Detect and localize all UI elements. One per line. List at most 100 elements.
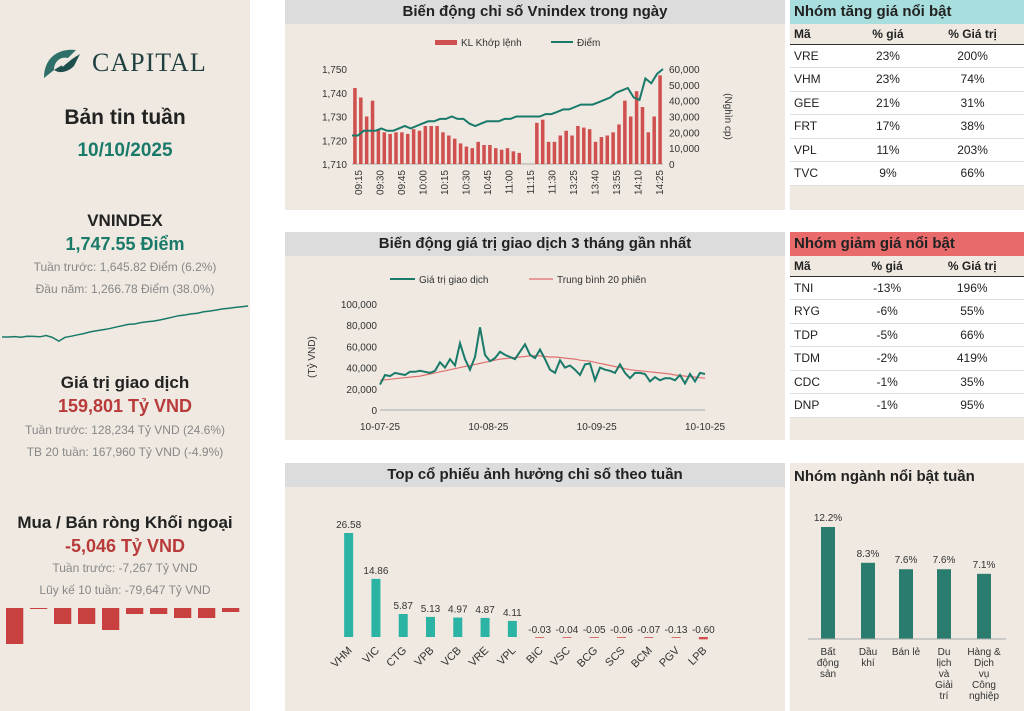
impact-category-label: PGV [657,644,682,669]
vnindex-label: VNINDEX [87,211,163,230]
impact-chart: 26.58 VHM 14.86 VIC 5.87 CTG 5.13 VPB 4.97 VCB 4.8… [329,520,715,671]
trading-chart-title: Biến động giá trị giao dịch 3 tháng gần … [285,232,785,256]
y-right-tick: 30,000 [669,113,700,124]
sectors-title: Nhóm ngành nổi bật tuần [790,463,1024,487]
table-row: GEE 21% 31% [790,91,1024,115]
y-tick: 20,000 [346,385,377,396]
volume-bar [411,129,416,164]
volume-bar [435,126,439,164]
volume-bar [535,122,539,164]
y-right-tick: 50,000 [669,81,700,92]
brand-logo: CAPITAL [40,44,207,82]
impact-value-label: -0.07 [637,625,660,636]
impact-bar [671,637,681,638]
volume-bar [628,116,633,164]
y-tick: 40,000 [346,364,377,375]
y-left-tick: 1,730 [322,113,347,124]
volume-bar [599,137,604,164]
foreign-bar [30,608,48,609]
table-row: TDM -2% 419% [790,346,1024,371]
table-cell: 9% [854,161,922,186]
legend-label-points: Điểm [577,37,600,49]
volume-bar [488,145,492,164]
volume-bar [458,143,463,164]
table-cell: 55% [920,299,1024,324]
table-cell: 66% [921,161,1024,186]
logo-icon [44,47,85,78]
sector-bar [821,527,835,639]
impact-bar [371,578,381,637]
foreign-bar [6,608,24,644]
table-cell: 31% [921,91,1024,115]
x-tick: 10:15 [440,170,451,195]
impact-chart-panel: Top cổ phiếu ảnh hưởng chỉ số theo tuần … [285,463,785,711]
x-tick: 09:45 [397,170,408,195]
volume-bar [394,132,398,164]
trading-value: 159,801 Tỷ VND [57,396,193,416]
volume-bar [376,129,381,164]
vnindex-value: 1,747.55 Điểm [65,234,185,254]
y-left-tick: 1,740 [322,89,347,100]
y-right-tick: 40,000 [669,97,700,108]
impact-category-label: VPL [495,645,518,668]
volume-bar [353,88,357,164]
volume-bar [470,148,475,164]
volume-bar [494,148,498,164]
volume-bar [658,75,662,164]
sectors-panel: Nhóm ngành nổi bật tuần 12.2% Bất động sản 8… [790,463,1024,711]
foreign-bar [150,608,168,614]
table-row: VRE 23% 200% [790,44,1024,68]
foreign-cum10: Lũy kế 10 tuần: -79,647 Tỷ VND [39,583,211,597]
impact-value-label: 4.87 [475,605,495,616]
x-tick: 10:00 [419,170,430,195]
table-cell: -6% [853,299,921,324]
volume-bar [576,126,580,164]
x-tick: 10-07-25 [360,422,400,433]
volume-bar [605,135,610,164]
impact-category-label: VHM [329,645,355,671]
impact-category-label: VSC [549,645,574,670]
x-tick: 11:15 [526,170,537,195]
volume-bar [617,124,621,164]
volume-bar [646,132,651,164]
col-header: % Giá trị [921,24,1024,45]
y-left-tick: 1,750 [322,65,347,76]
volume-bar [587,129,592,164]
foreign-bar [126,608,144,614]
volume-bar [611,132,615,164]
sector-category-label: Du [938,647,951,658]
table-cell: CDC [790,370,854,394]
impact-category-label: VRE [467,645,491,669]
table-cell: 23% [854,67,922,92]
x-tick: 13:25 [569,170,580,195]
foreign-bar [174,608,192,618]
y-right-tick: 20,000 [669,128,700,139]
impact-value-label: 4.11 [503,608,522,619]
foreign-label: Mua / Bán ròng Khối ngoại [17,513,233,532]
foreign-bar [78,608,96,624]
table-cell: -2% [853,346,921,371]
table-cell: 419% [920,346,1024,371]
table-row: TVC 9% 66% [790,161,1024,186]
foreign-value: -5,046 Tỷ VND [64,536,186,556]
table-row: TDP -5% 66% [790,323,1024,347]
x-tick: 11:30 [548,170,559,195]
x-tick: 10-10-25 [685,422,725,433]
foreign-bar [198,608,216,618]
volume-bar [511,151,516,164]
impact-bar [535,637,545,638]
summary-panel: CAPITAL Bản tin tuần 10/10/2025 VNINDEX … [0,0,250,711]
volume-bar [429,126,433,164]
impact-value-label: -0.04 [556,625,579,636]
foreign-prev-week: Tuần trước: -7,267 Tỷ VND [52,561,198,575]
volume-bar [417,130,422,164]
gainers-table: Mã % giá % Giá trị VRE 23% 200% VHM 23% 74% GE… [790,24,1024,186]
table-cell: 200% [921,44,1024,68]
table-cell: 74% [921,67,1024,92]
volume-bar [517,152,521,164]
table-cell: 95% [920,393,1024,418]
sector-value-label: 7.1% [973,560,996,571]
sector-category-label: Hàng & [967,647,1001,658]
table-row: TNI -13% 196% [790,276,1024,300]
